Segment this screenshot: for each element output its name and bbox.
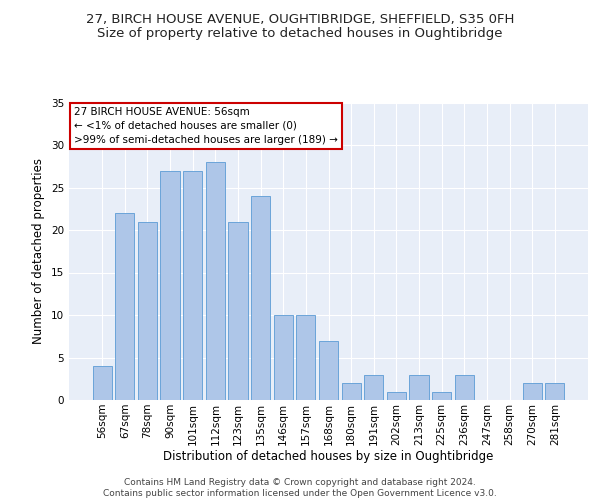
Bar [115,213,134,400]
Bar [455,374,474,400]
Bar [409,374,428,400]
Bar [138,222,157,400]
Bar [229,222,248,400]
Bar [251,196,270,400]
Bar [523,383,542,400]
Bar [319,340,338,400]
Text: Contains HM Land Registry data © Crown copyright and database right 2024.
Contai: Contains HM Land Registry data © Crown c… [103,478,497,498]
Bar [92,366,112,400]
Bar [183,170,202,400]
Bar [341,383,361,400]
Y-axis label: Number of detached properties: Number of detached properties [32,158,46,344]
Bar [387,392,406,400]
Bar [206,162,225,400]
Text: 27 BIRCH HOUSE AVENUE: 56sqm
← <1% of detached houses are smaller (0)
>99% of se: 27 BIRCH HOUSE AVENUE: 56sqm ← <1% of de… [74,107,338,145]
Bar [364,374,383,400]
Text: 27, BIRCH HOUSE AVENUE, OUGHTIBRIDGE, SHEFFIELD, S35 0FH: 27, BIRCH HOUSE AVENUE, OUGHTIBRIDGE, SH… [86,12,514,26]
Text: Size of property relative to detached houses in Oughtibridge: Size of property relative to detached ho… [97,28,503,40]
Bar [274,315,293,400]
X-axis label: Distribution of detached houses by size in Oughtibridge: Distribution of detached houses by size … [163,450,494,464]
Bar [432,392,451,400]
Bar [296,315,316,400]
Bar [160,170,180,400]
Bar [545,383,565,400]
